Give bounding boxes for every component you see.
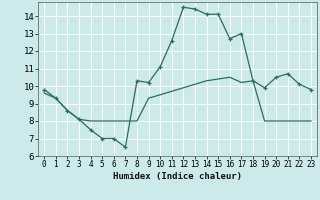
X-axis label: Humidex (Indice chaleur): Humidex (Indice chaleur) (113, 172, 242, 181)
